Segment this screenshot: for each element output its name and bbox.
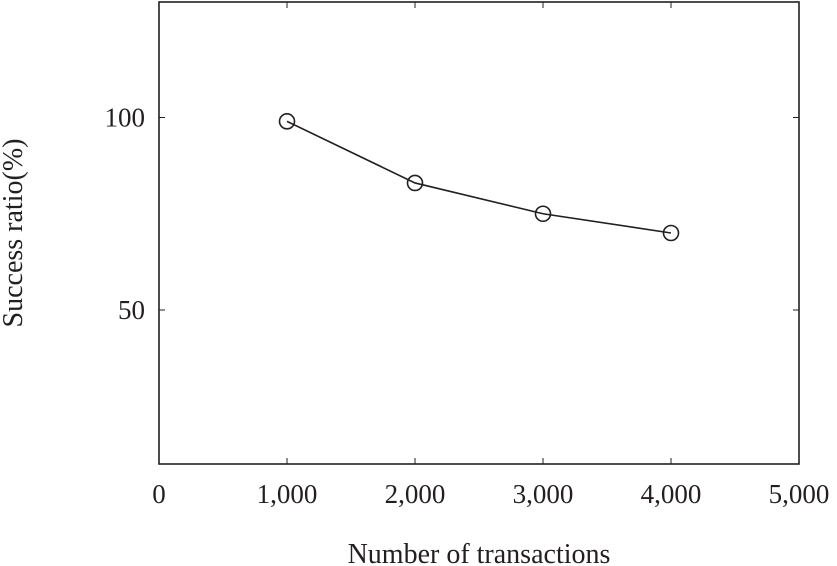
x-tick-label: 3,000 [513, 479, 574, 509]
y-tick-label: 50 [118, 295, 145, 325]
x-tick-label: 0 [152, 479, 166, 509]
series-line [286, 120, 672, 234]
x-tick-label: 4,000 [641, 479, 702, 509]
data-point-marker [406, 174, 424, 192]
y-axis-label: Success ratio(%) [0, 139, 29, 328]
y-tick-label: 100 [105, 103, 146, 133]
data-point-marker [662, 224, 680, 242]
series-layer [278, 113, 680, 242]
y-axis: 50 100 [105, 103, 799, 325]
x-tick-label: 1,000 [257, 479, 318, 509]
x-tick-label: 5,000 [769, 479, 830, 509]
plot-frame [158, 1, 800, 465]
x-axis: 0 1,000 2,000 3,000 4,000 5,000 [152, 2, 829, 509]
x-tick-label: 2,000 [385, 479, 446, 509]
data-point-marker [534, 205, 552, 223]
data-point-marker [278, 113, 296, 130]
x-axis-label: Number of transactions [348, 539, 611, 566]
